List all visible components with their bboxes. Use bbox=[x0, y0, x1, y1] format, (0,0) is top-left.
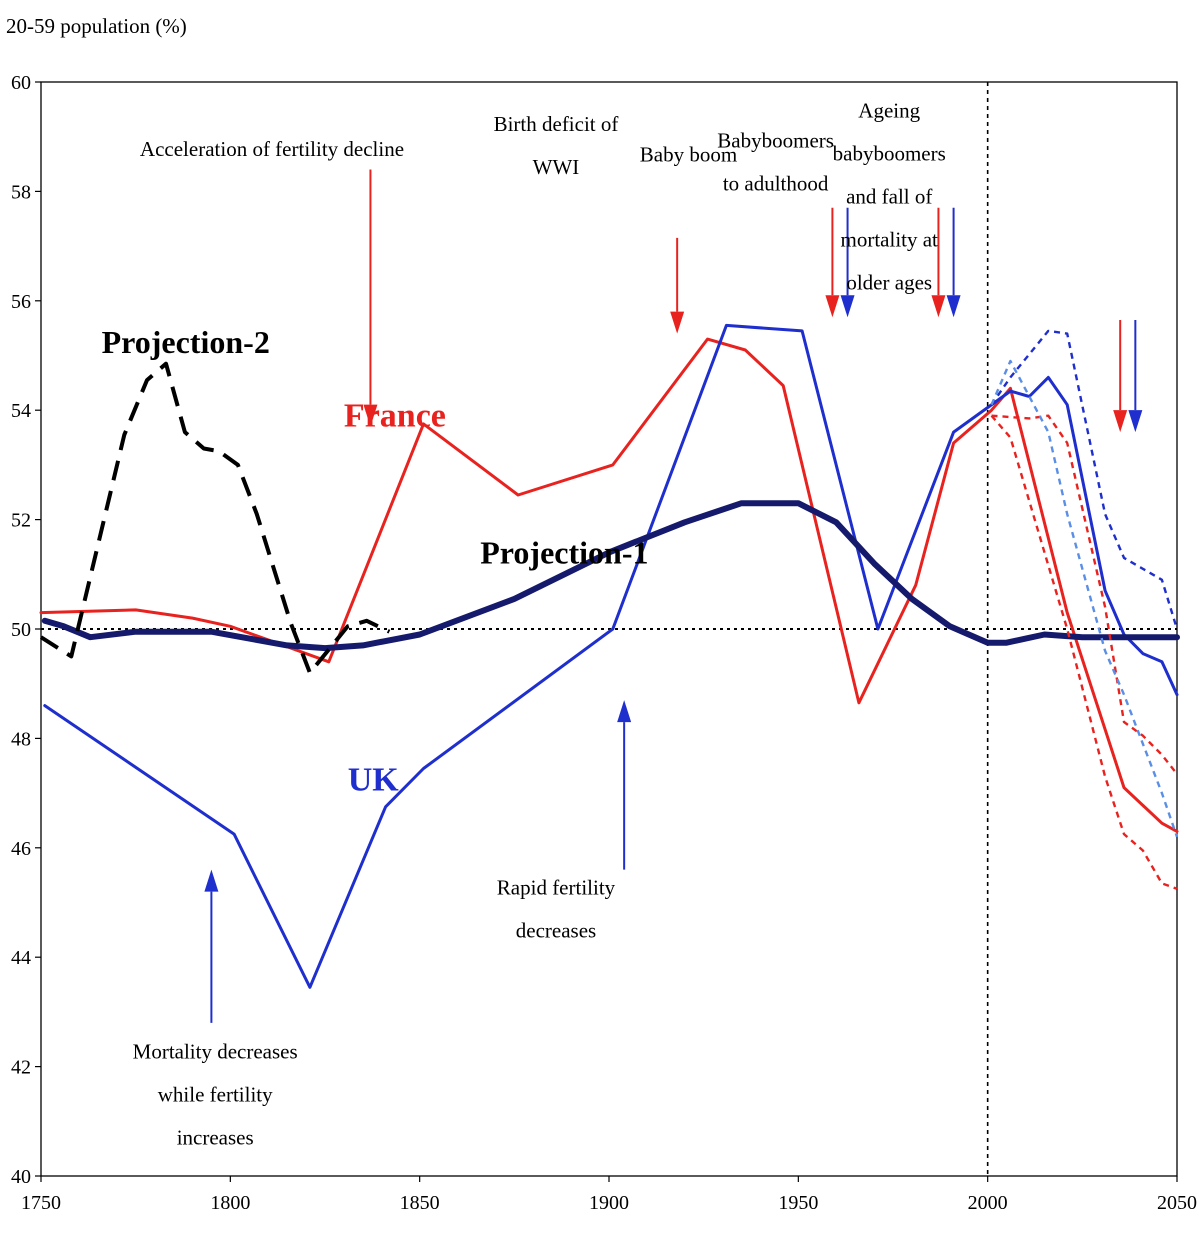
y-tick-label: 54 bbox=[11, 400, 31, 422]
annotation-line: Ageing bbox=[858, 99, 920, 123]
annotation-text: Rapid fertility decreases bbox=[497, 875, 616, 942]
annotation-line: increases bbox=[177, 1125, 254, 1149]
annotation-line: mortality at bbox=[841, 228, 939, 252]
y-tick-label: 42 bbox=[11, 1057, 31, 1079]
series-line-france-projection-a bbox=[991, 414, 1178, 775]
annotation-line: Rapid fertility bbox=[497, 875, 616, 899]
series-label: Projection-2 bbox=[102, 324, 270, 360]
arrow-head bbox=[840, 295, 855, 318]
annotation-line: older ages bbox=[846, 271, 932, 295]
axis-ticks: 40 42 44 46 48 50 52 54 56 58 60 1750 1800 1850 1900 19… bbox=[11, 72, 1197, 1214]
arrow-head bbox=[363, 404, 378, 427]
series-line-france bbox=[39, 337, 1179, 833]
series-line-uk-projection-b bbox=[990, 359, 1179, 838]
arrow-head bbox=[204, 869, 219, 892]
arrow-head bbox=[1113, 410, 1128, 433]
y-tick-label: 56 bbox=[11, 291, 31, 313]
y-tick-label: 58 bbox=[11, 181, 31, 203]
x-tick-label: 2050 bbox=[1157, 1192, 1197, 1214]
y-tick-label: 46 bbox=[11, 838, 31, 860]
arrow-head bbox=[931, 295, 946, 318]
annotation-text: Baby boom bbox=[640, 142, 737, 166]
y-tick-label: 40 bbox=[11, 1166, 31, 1188]
series-labels: France UK Projection-1 Projection-2 bbox=[102, 324, 649, 799]
series-line-projection-1 bbox=[41, 500, 1180, 652]
series-label: France bbox=[344, 398, 446, 435]
y-tick-label: 60 bbox=[11, 72, 31, 94]
y-tick-label: 44 bbox=[11, 947, 31, 969]
series-group bbox=[39, 323, 1180, 989]
series-line-france-projection-b bbox=[990, 414, 1178, 890]
annotation-line: while fertility bbox=[158, 1082, 273, 1106]
x-tick-label: 1750 bbox=[21, 1192, 61, 1214]
annotation-text: Babyboomers to adulthood bbox=[717, 129, 834, 196]
annotation-text: Acceleration of fertility decline bbox=[140, 137, 404, 161]
x-tick-label: 1900 bbox=[589, 1192, 629, 1214]
annotation-line: to adulthood bbox=[723, 172, 829, 196]
arrow-head bbox=[946, 295, 961, 318]
y-tick-label: 50 bbox=[11, 619, 31, 641]
annotation-line: decreases bbox=[516, 918, 596, 942]
annotation-line: Mortality decreases bbox=[133, 1039, 298, 1063]
x-tick-label: 2000 bbox=[968, 1192, 1008, 1214]
annotation-arrows bbox=[204, 169, 1143, 1023]
annotations: Acceleration of fertility decline Birth d… bbox=[133, 99, 946, 1150]
series-label: Projection-1 bbox=[480, 534, 648, 570]
annotation-text: Mortality decreases while fertility increa… bbox=[133, 1039, 298, 1149]
arrow-head bbox=[825, 295, 840, 318]
annotation-line: WWI bbox=[533, 155, 580, 179]
x-tick-label: 1850 bbox=[400, 1192, 440, 1214]
y-tick-label: 48 bbox=[11, 728, 31, 750]
series-label: UK bbox=[348, 761, 400, 798]
reference-lines bbox=[41, 82, 1177, 1176]
y-tick-label: 52 bbox=[11, 510, 31, 532]
arrow-head bbox=[1128, 410, 1143, 433]
annotation-line: babyboomers bbox=[833, 142, 946, 166]
annotation-line: and fall of bbox=[846, 185, 932, 209]
annotation-text: Birth deficit of WWI bbox=[494, 112, 619, 179]
arrow-head bbox=[617, 700, 632, 723]
series-line-uk-projection-a bbox=[990, 329, 1179, 630]
annotation-line: Baby boom bbox=[640, 142, 737, 166]
annotation-text: Ageing babyboomers and fall of mortality at… bbox=[833, 99, 946, 295]
annotation-line: Acceleration of fertility decline bbox=[140, 137, 404, 161]
arrow-head bbox=[670, 311, 685, 334]
x-tick-label: 1950 bbox=[778, 1192, 818, 1214]
annotation-line: Babyboomers bbox=[717, 129, 834, 153]
annotation-line: Birth deficit of bbox=[494, 112, 619, 136]
x-tick-label: 1800 bbox=[210, 1192, 250, 1214]
series-line-projection-2 bbox=[39, 361, 391, 675]
y-axis-title: 20-59 population (%) bbox=[6, 14, 187, 38]
